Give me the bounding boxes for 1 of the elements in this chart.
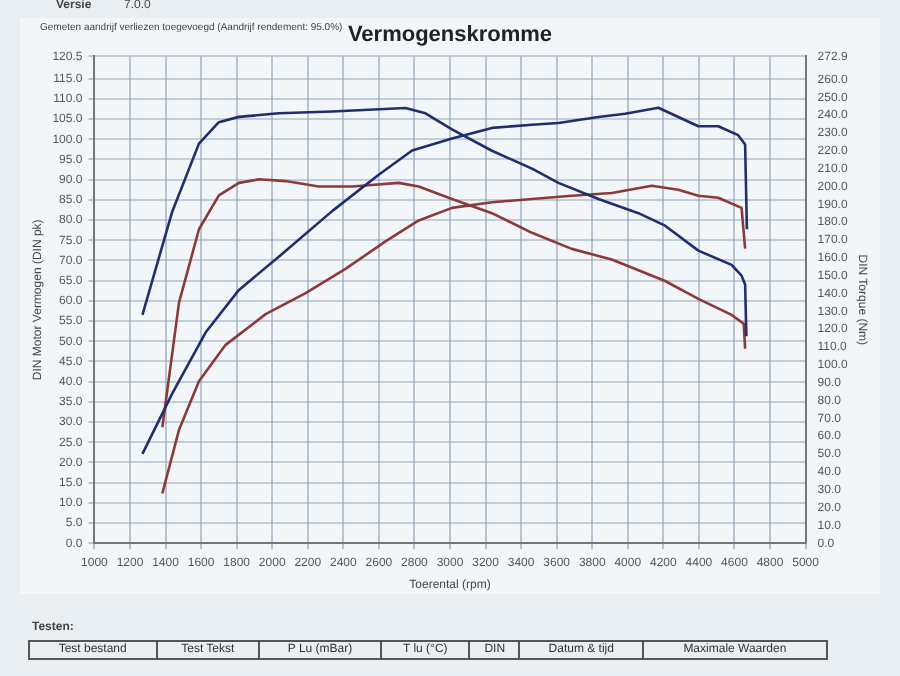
chart-title: Vermogenskromme [347,23,553,48]
